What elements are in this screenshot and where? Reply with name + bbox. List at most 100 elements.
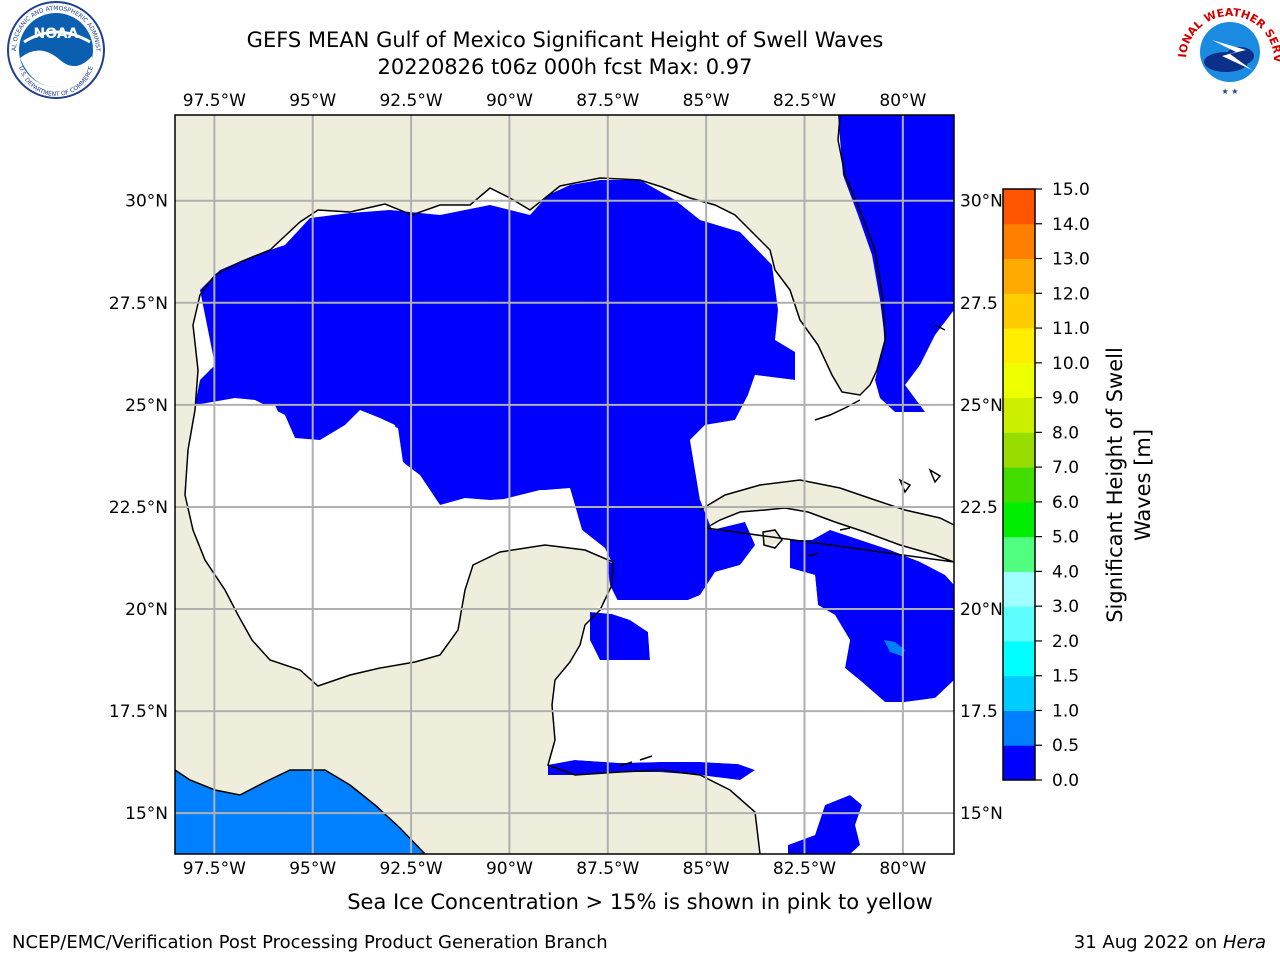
footer-host: Hera [1222,932,1266,953]
colorbar-tick-14: 12.0 [1052,284,1090,304]
colorbar-band-7 [1003,501,1035,538]
colorbar-band-16 [1003,189,1035,225]
sea-ice-note-text: Sea Ice Concentration > 15% is shown in … [347,890,933,914]
lat-tick-left-4: 20°N [125,600,168,620]
colorbar-band-13 [1003,293,1035,329]
footer-date: 31 Aug 2022 on [1073,932,1223,953]
colorbar-frame [1002,188,1036,781]
lat-tick-right-2: 25°N [960,396,1003,416]
lat-ticks-left: 30°N 27.5°N 25°N 22.5°N 20°N 17.5°N 15°N [109,192,168,824]
caribbean-swell-region [790,530,954,702]
lat-tick-right-0: 30°N [960,192,1003,212]
lat-tick-left-5: 17.5°N [109,702,168,722]
colorbar-band-15 [1003,223,1035,260]
lon-tick-bottom-2: 92.5°W [379,859,442,879]
map-title: GEFS MEAN Gulf of Mexico Significant Hei… [246,28,884,52]
svg-text:★ ★: ★ ★ [1222,87,1239,96]
lon-tick-bottom-3: 90°W [486,859,533,879]
lon-tick-top-1: 95°W [289,91,336,111]
colorbar-band-8 [1003,467,1035,503]
colorbar-tick-17: 15.0 [1052,180,1090,200]
nws-ring-text: NATIONAL WEATHER SERVICE [0,0,1280,63]
coast-bay-islands [619,755,653,767]
colorbar-tick-6: 4.0 [1052,562,1079,582]
lat-ticks-right: 30°N 27.5 25°N 22.5 20°N 17.5 15°N [960,192,1003,824]
gap-florida-straits [690,375,954,508]
lat-tick-right-3: 22.5 [960,498,998,518]
colorbar-tick-0: 0.0 [1052,771,1079,791]
lon-tick-bottom-5: 85°W [683,859,730,879]
lon-tick-bottom-1: 95°W [289,859,336,879]
lon-tick-top-5: 85°W [683,91,730,111]
colorbar-tick-4: 2.0 [1052,632,1079,652]
lat-tick-left-1: 27.5°N [109,294,168,314]
colorbar [1002,188,1036,781]
coast-cayman [807,527,851,557]
colorbar-band-0 [1003,745,1035,781]
colorbar-band-11 [1003,362,1035,399]
lat-tick-right-6: 15°N [960,804,1003,824]
lon-tick-top-2: 92.5°W [379,91,442,111]
colorbar-band-10 [1003,397,1035,433]
noaa-logo-text: NOAA [34,26,79,42]
swell-patch-0-5 [884,640,905,656]
lat-tick-left-2: 25°N [125,396,168,416]
colorbar-label-line2: Waves [m] [1131,429,1155,541]
colorbar-band-9 [1003,432,1035,468]
colorbar-band-3 [1003,640,1035,677]
colorbar-band-5 [1003,571,1035,607]
gap-campeche-bay [190,402,612,686]
colorbar-tick-7: 5.0 [1052,528,1079,548]
missing-data-areas [190,375,954,854]
lat-tick-left-0: 30°N [125,192,168,212]
gap-caribbean-west [560,540,954,854]
lat-tick-right-1: 27.5 [960,294,998,314]
colorbar-tick-2: 1.0 [1052,701,1079,721]
footer-left: NCEP/EMC/Verification Post Processing Pr… [12,932,608,953]
colorbar-tick-1: 0.5 [1052,736,1079,756]
noaa-logo: NOAA NATIONAL OCEANIC AND ATMOSPHERIC AD… [0,0,105,99]
colorbar-tick-12: 10.0 [1052,354,1090,374]
lon-ticks-top: 97.5°W 95°W 92.5°W 90°W 87.5°W 85°W 82.5°W 80°W [183,91,927,111]
pacific-swell-region [175,770,425,854]
gridlines [175,115,954,854]
lat-tick-left-3: 22.5°N [109,498,168,518]
lon-tick-top-6: 82.5°W [773,91,836,111]
sea-ice-note: Sea Ice Concentration > 15% is shown in … [0,890,1280,914]
colorbar-band-14 [1003,258,1035,294]
colorbar-band-1 [1003,710,1035,746]
south-caribbean-region [788,795,862,854]
colorbar-tick-13: 11.0 [1052,319,1090,339]
gulf-swell-regions [195,115,954,854]
colorbar-label-line1: Significant Height of Swell [1103,347,1127,623]
svg-text:NATIONAL WEATHER SERVICE: NATIONAL WEATHER SERVICE [0,0,1280,63]
colorbar-tick-9: 7.0 [1052,458,1079,478]
nws-logo: NATIONAL WEATHER SERVICE ★ ★ [0,0,1280,96]
lon-tick-top-3: 90°W [486,91,533,111]
colorbar-ticks: 0.0 0.5 1.0 1.5 2.0 3.0 4.0 5.0 6.0 7.0 8.0 9.0 10.0… [1035,180,1090,791]
lon-tick-bottom-0: 97.5°W [183,859,246,879]
lon-tick-bottom-7: 80°W [879,859,926,879]
lat-tick-left-6: 15°N [125,804,168,824]
map-subtitle: 20220826 t06z 000h fcst Max: 0.97 [377,55,753,79]
yucatan-channel-region [590,612,650,660]
lon-tick-top-4: 87.5°W [576,91,639,111]
colorbar-tick-15: 13.0 [1052,250,1090,270]
colorbar-tick-5: 3.0 [1052,597,1079,617]
coast-cuba [699,479,954,563]
land-us-mexico [175,115,885,854]
colorbar-tick-10: 8.0 [1052,423,1079,443]
northern-gulf-swell-region [195,180,795,605]
coast-pine-island [762,529,783,549]
lon-tick-top-0: 97.5°W [183,91,246,111]
colorbar-tick-11: 9.0 [1052,389,1079,409]
land-cuba [700,480,954,562]
lon-ticks-bottom: 97.5°W 95°W 92.5°W 90°W 87.5°W 85°W 82.5°W 80°W [183,859,927,879]
footer-right: 31 Aug 2022 on Hera [1074,932,1266,953]
atlantic-swell-region [838,115,954,412]
colorbar-tick-16: 14.0 [1052,215,1090,235]
map-frame [174,114,955,855]
colorbar-band-2 [1003,675,1035,711]
coast-us-mexico [184,115,886,854]
